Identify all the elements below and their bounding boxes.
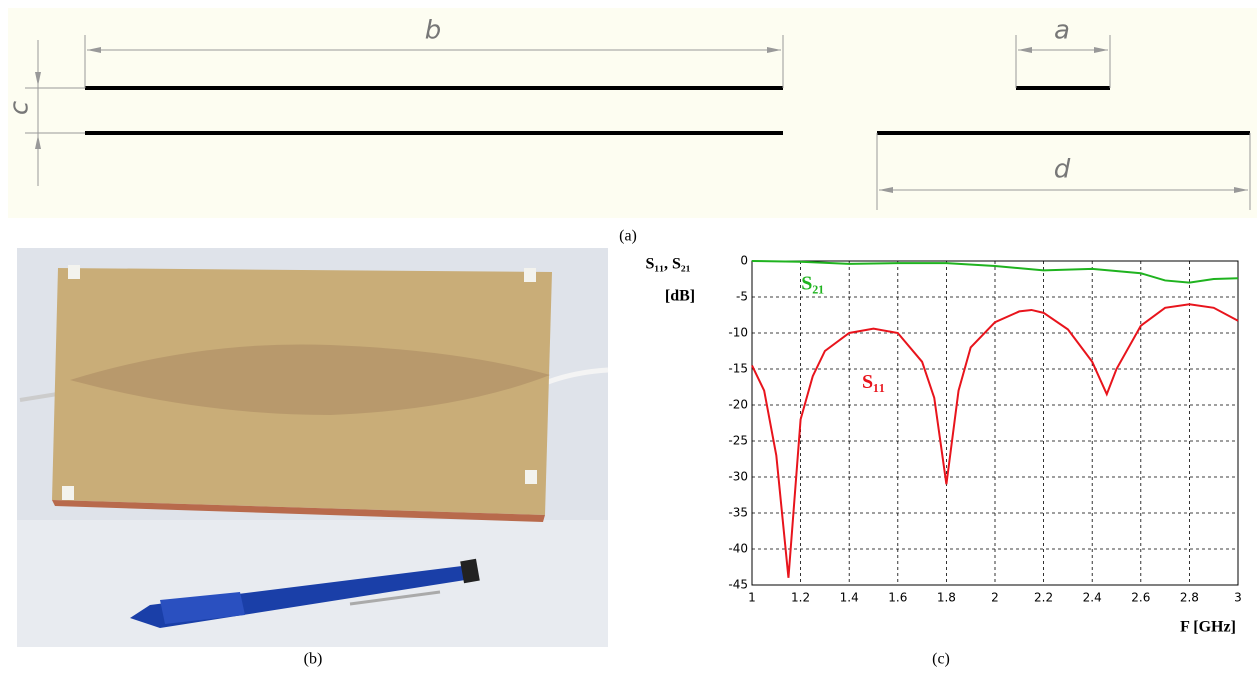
dimension-label: b (425, 16, 442, 46)
x-tick-label: 2.6 (1131, 591, 1150, 605)
x-tick-label: 1.8 (937, 591, 956, 605)
y-axis-label: [dB] (665, 288, 695, 305)
strips (85, 86, 1250, 135)
y-tick-label: -20 (728, 398, 748, 412)
y-tick-label: -40 (728, 542, 748, 556)
y-axis-label: S₁₁, S₂₁ (646, 256, 691, 273)
series-label: S₁₁ (862, 371, 885, 393)
dimension-label: c (5, 101, 35, 115)
y-tick-label: -30 (728, 470, 748, 484)
y-tick-label: 0 (740, 254, 748, 268)
dimension-lines (25, 35, 1251, 210)
y-tick-label: -25 (728, 434, 748, 448)
diagram-background (8, 8, 1257, 218)
x-tick-label: 2.8 (1180, 591, 1199, 605)
dimension-label: a (1054, 16, 1070, 46)
y-tick-label: -45 (728, 578, 748, 592)
plot-frame (751, 260, 1239, 586)
dimension-label: d (1054, 155, 1071, 185)
y-tick-label: -35 (728, 506, 748, 520)
series-line (751, 260, 1239, 284)
x-tick-label: 2.4 (1083, 591, 1102, 605)
x-tick-label: 1.6 (888, 591, 907, 605)
x-axis-label: F [GHz] (1180, 619, 1236, 636)
x-tick-label: 1 (748, 591, 756, 605)
y-tick-label: -15 (728, 362, 748, 376)
x-tick-label: 3 (1234, 591, 1242, 605)
x-tick-label: 2.2 (1034, 591, 1053, 605)
series-line (751, 303, 1239, 578)
series-label: S₂₁ (801, 272, 824, 294)
photo (17, 248, 609, 647)
x-tick-label: 2 (991, 591, 999, 605)
y-tick-label: -10 (728, 326, 748, 340)
y-tick-label: -5 (736, 290, 748, 304)
caption: (c) (932, 651, 950, 668)
x-tick-label: 1.2 (791, 591, 810, 605)
x-tick-label: 1.4 (840, 591, 859, 605)
caption: (a) (619, 228, 637, 245)
caption: (b) (304, 651, 323, 668)
